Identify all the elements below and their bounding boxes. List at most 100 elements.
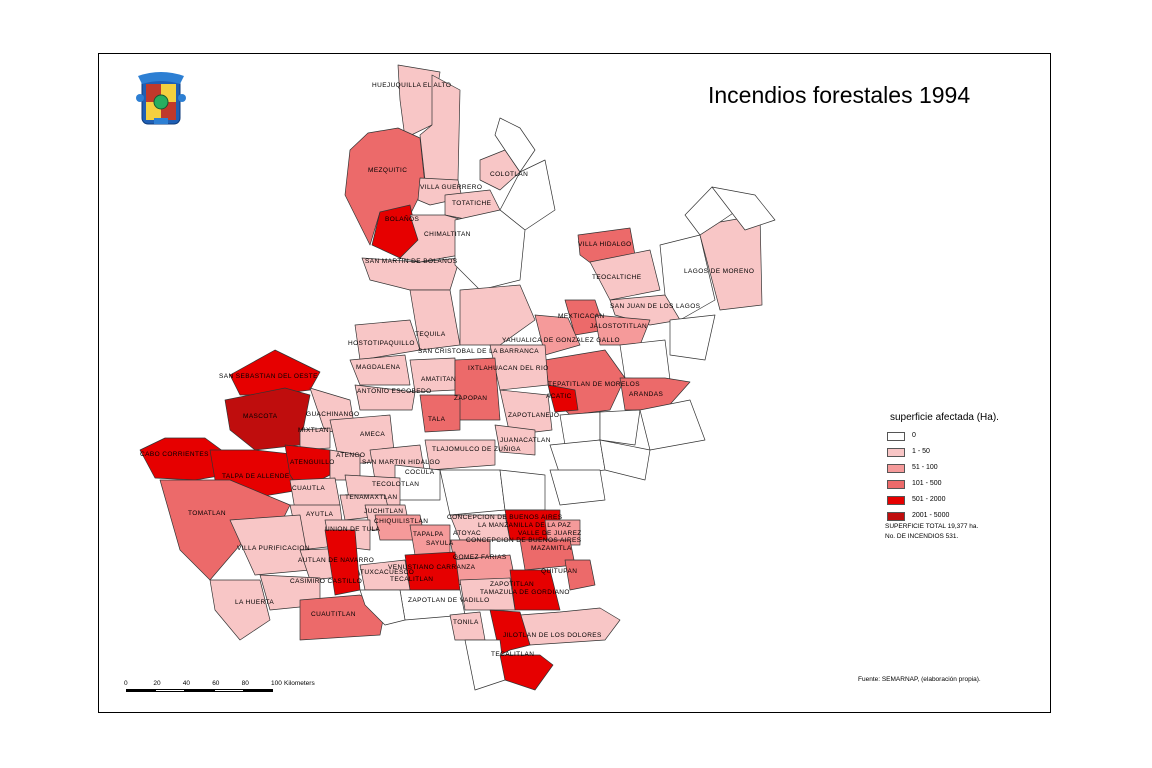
region-altos-east-b bbox=[619, 339, 671, 381]
map-title: Incendios forestales 1994 bbox=[708, 82, 971, 108]
scale-tick-label: 40 bbox=[182, 680, 191, 687]
legend-total-surface: SUPERFICIE TOTAL 19,377 ha. bbox=[885, 523, 979, 530]
legend-swatch bbox=[887, 448, 905, 457]
scale-segment bbox=[155, 689, 185, 692]
label-chimaltitan: CHIMALTITAN bbox=[424, 231, 471, 238]
label-tuxcacuesco: TUXCACUESCO bbox=[360, 569, 415, 576]
legend-label: 2001 - 5000 bbox=[912, 512, 950, 519]
label-cuautitlan: CUAUTITLAN bbox=[311, 611, 356, 618]
legend-label: 0 bbox=[912, 432, 916, 439]
label-tamazula: TAMAZULA DE GORDIANO bbox=[480, 589, 570, 596]
label-concepcion-2: CONCEPCION DE BUENOS AIRES bbox=[466, 537, 582, 544]
legend-label: 101 - 500 bbox=[912, 480, 942, 487]
region-east-south-white bbox=[549, 469, 606, 506]
label-casimiro-castillo: CASIMIRO CASTILLO bbox=[290, 578, 363, 585]
label-mazamitla: MAZAMITLA bbox=[531, 545, 572, 552]
label-mascota: MASCOTA bbox=[243, 413, 278, 420]
label-tenamaxtlan: TENAMAXTLAN bbox=[345, 494, 398, 501]
label-gomez-farias: GOMEZ FARIAS bbox=[453, 554, 507, 561]
legend-swatch bbox=[887, 464, 905, 473]
label-tlajomulco: TLAJOMULCO DE ZUÑIGA bbox=[432, 446, 521, 453]
label-cabo-corrientes: CABO CORRIENTES bbox=[140, 451, 209, 458]
label-la-manzanilla: LA MANZANILLA DE LA PAZ bbox=[478, 522, 572, 529]
region-zapotitlan bbox=[459, 577, 516, 611]
label-tomatlan: TOMATLAN bbox=[188, 510, 226, 517]
label-cocula: COCULA bbox=[405, 469, 435, 476]
label-ayutla: AYUTLA bbox=[306, 511, 334, 518]
label-valle-de-juarez: VALLE DE JUAREZ bbox=[518, 530, 582, 537]
region-yahualica bbox=[534, 314, 581, 356]
label-ixtlahuacan: IXTLAHUACAN DEL RIO bbox=[468, 365, 549, 372]
legend-swatch bbox=[887, 496, 905, 505]
label-tonila: TONILA bbox=[453, 619, 479, 626]
scale-segment bbox=[184, 689, 215, 692]
label-huejuquilla: HUEJUQUILLA EL ALTO bbox=[372, 82, 452, 89]
region-san-sebastian bbox=[229, 349, 321, 396]
scale-units: Kilometers bbox=[284, 680, 315, 687]
region-zapotlanejo bbox=[499, 389, 553, 436]
label-magdalena: MAGDALENA bbox=[356, 364, 401, 371]
label-mixtlan: MIXTLAN bbox=[298, 427, 329, 434]
region-antonio-escobedo bbox=[354, 384, 416, 411]
region-pihuamo bbox=[464, 639, 506, 691]
label-jalostotitlan: JALOSTOTITLAN bbox=[590, 323, 648, 330]
label-union-de-tula: UNION DE TULA bbox=[325, 526, 381, 533]
label-san-juan-lagos: SAN JUAN DE LOS LAGOS bbox=[610, 303, 701, 310]
label-talpa: TALPA DE ALLENDE bbox=[222, 473, 290, 480]
region-arandas bbox=[619, 377, 691, 411]
region-east-small-e bbox=[599, 439, 651, 481]
label-villa-hidalgo: VILLA HIDALGO bbox=[578, 241, 632, 248]
label-juanacatlan: JUANACATLAN bbox=[500, 437, 551, 444]
label-venustiano-carranza: VENUSTIANO CARRANZA bbox=[388, 564, 476, 571]
label-zapotitlan: ZAPOTITLAN bbox=[490, 581, 535, 588]
scale-segment bbox=[243, 689, 273, 692]
region-tecalitlan-south bbox=[499, 654, 554, 691]
region-chimaltitan bbox=[399, 214, 471, 263]
label-autlan: AUTLAN DE NAVARRO bbox=[298, 557, 375, 564]
region-north-east-a bbox=[499, 159, 556, 231]
region-amatitan bbox=[409, 357, 456, 393]
region-ojuelos bbox=[711, 186, 776, 231]
label-bolanos: BOLAÑOS bbox=[385, 216, 420, 223]
region-acatic bbox=[547, 384, 579, 413]
label-san-martin-bolanos: SAN MARTIN DE BOLAÑOS bbox=[365, 258, 458, 265]
scale-tick-label: 20 bbox=[153, 680, 161, 687]
region-valle-de-juarez bbox=[544, 519, 581, 546]
region-center-white-a bbox=[439, 469, 506, 516]
region-colotlan bbox=[479, 149, 521, 191]
label-totatiche: TOTATICHE bbox=[452, 200, 492, 207]
region-east-small-a bbox=[559, 411, 601, 446]
label-tequila: TEQUILA bbox=[415, 331, 446, 338]
region-altos-east-a bbox=[669, 314, 716, 361]
region-tala bbox=[419, 394, 461, 433]
label-zapopan: ZAPOPAN bbox=[454, 395, 488, 402]
legend-swatch bbox=[887, 432, 905, 441]
legend-label: 51 - 100 bbox=[912, 464, 938, 471]
label-ameca: AMECA bbox=[360, 431, 386, 438]
label-villa-guerrero: VILLA GUERRERO bbox=[420, 184, 483, 191]
label-colotlan: COLOTLAN bbox=[490, 171, 529, 178]
label-acatic: ACATIC bbox=[546, 393, 572, 400]
legend-label: 1 - 50 bbox=[912, 448, 930, 455]
label-jilotlan: JILOTLAN DE LOS DOLORES bbox=[503, 632, 602, 639]
legend-title: superficie afectada (Ha). bbox=[890, 412, 999, 423]
label-san-martin-hidalgo: SAN MARTIN HIDALGO bbox=[362, 459, 441, 466]
region-tequila bbox=[409, 289, 461, 351]
label-zapotlan-vadillo: ZAPOTLAN DE VADILLO bbox=[408, 597, 490, 604]
scale-segment bbox=[126, 689, 156, 692]
label-chiquilistlan: CHIQUILISTLAN bbox=[374, 518, 429, 525]
region-san-juan-lagos bbox=[609, 294, 681, 326]
region-mixtlan bbox=[299, 427, 331, 451]
scale-tick-label: 100 bbox=[271, 680, 282, 687]
legend-total-fires: No. DE INCENDIOS 531. bbox=[885, 533, 959, 540]
region-sw-white bbox=[359, 589, 406, 626]
label-juchitlan: JUCHITLAN bbox=[364, 508, 404, 515]
label-lagos-de-moreno: LAGOS DE MORENO bbox=[684, 268, 755, 275]
region-tonila bbox=[449, 611, 486, 641]
label-guachinango: GUACHINANGO bbox=[306, 411, 360, 418]
region-magdalena bbox=[349, 354, 411, 386]
region-san-cristobal bbox=[459, 284, 536, 346]
region-lagos-a bbox=[659, 234, 716, 321]
scale-tick-label: 60 bbox=[212, 680, 220, 687]
